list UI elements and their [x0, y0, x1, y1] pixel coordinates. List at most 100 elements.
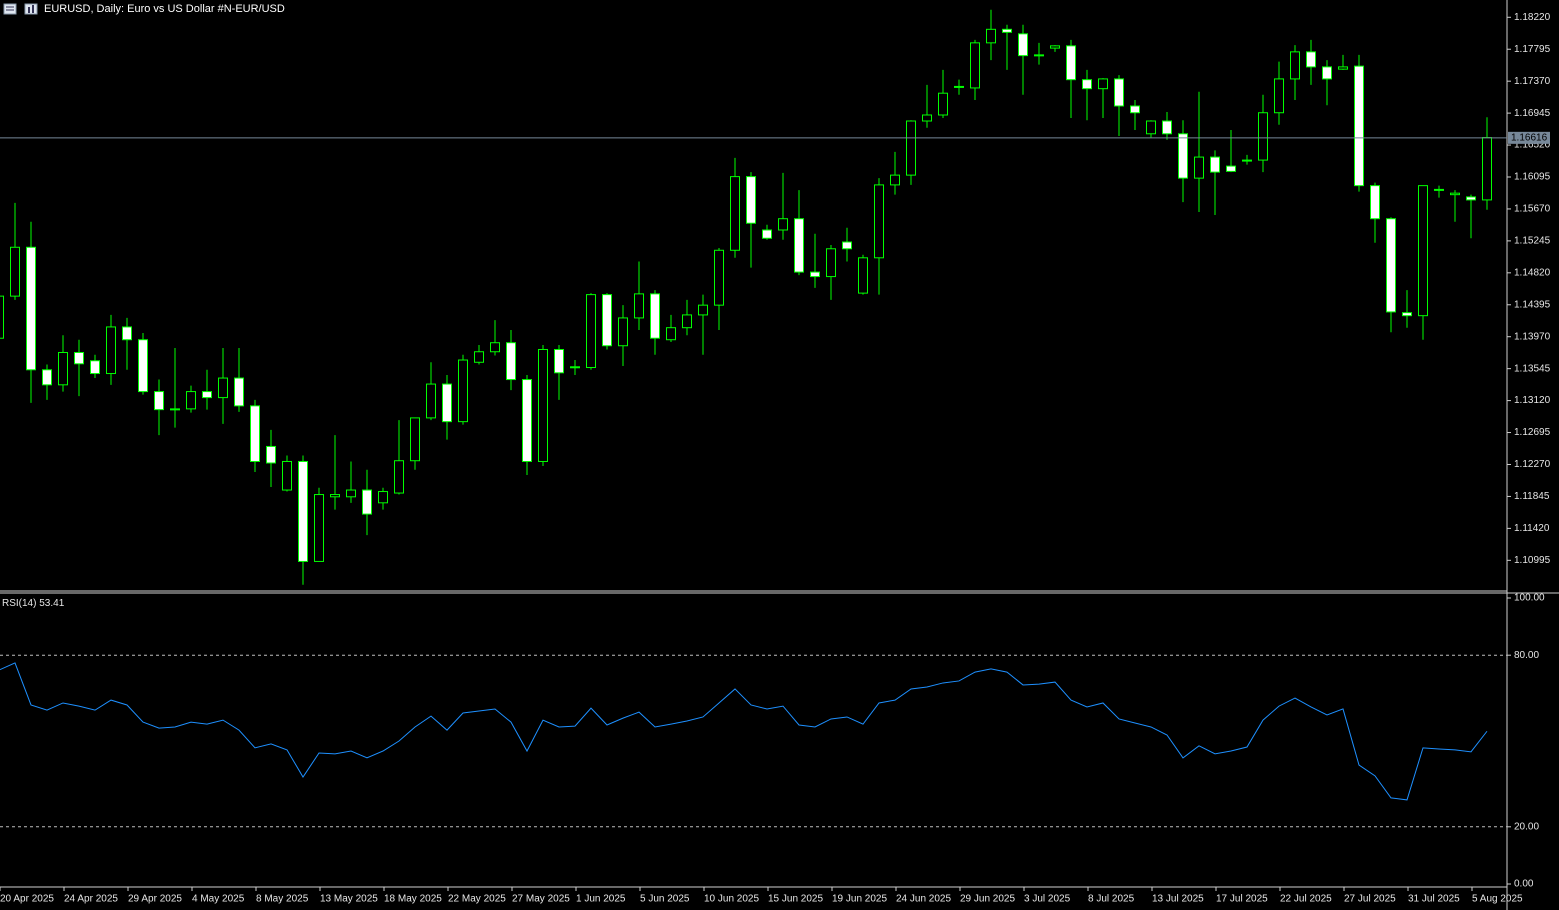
y-tick-label: 1.16945	[1514, 108, 1551, 119]
candle-body	[1178, 133, 1188, 179]
candle-body	[890, 174, 900, 186]
candle-body	[1066, 45, 1076, 81]
candle-body	[1290, 51, 1300, 80]
candle-body	[746, 176, 756, 224]
x-tick-label: 8 May 2025	[256, 894, 309, 905]
candle-body	[1002, 28, 1012, 33]
candle-body	[1130, 105, 1140, 114]
x-tick-label: 31 Jul 2025	[1408, 894, 1460, 905]
candle-body	[1450, 192, 1460, 196]
candle-body	[346, 489, 356, 498]
candle-body	[0, 295, 4, 339]
candle-body	[858, 257, 868, 294]
y-tick-label: 1.12270	[1514, 459, 1551, 470]
y-tick-label: 1.14820	[1514, 267, 1551, 278]
candle-body	[1146, 120, 1156, 135]
candle-body	[1418, 185, 1428, 317]
candle-body	[1082, 79, 1092, 90]
candle-body	[970, 42, 980, 89]
x-tick-label: 13 Jul 2025	[1152, 894, 1204, 905]
x-tick-label: 3 Jul 2025	[1024, 894, 1071, 905]
candle-body	[138, 339, 148, 393]
candle-body	[458, 359, 468, 423]
candle-body	[1338, 66, 1348, 70]
candle-body	[1194, 156, 1204, 179]
y-tick-label: 1.15245	[1514, 236, 1551, 247]
candle-body	[106, 326, 116, 375]
y-tick-label: 1.14395	[1514, 299, 1551, 310]
candle-body	[570, 366, 580, 369]
candle-body	[90, 360, 100, 375]
candle-body	[250, 405, 260, 462]
candle-body	[1482, 137, 1492, 201]
candle-body	[1210, 156, 1220, 173]
x-tick-label: 24 Apr 2025	[64, 894, 118, 905]
candles	[0, 9, 1492, 585]
candle-body	[1466, 196, 1476, 201]
candle-body	[1242, 159, 1252, 162]
candle-body	[1018, 33, 1028, 57]
y-tick-label: 1.17370	[1514, 76, 1551, 87]
candle-body	[266, 445, 276, 464]
candle-body	[1370, 185, 1380, 220]
candle-body	[554, 348, 564, 374]
x-tick-label: 29 Jun 2025	[960, 894, 1015, 905]
candle-body	[1274, 78, 1284, 114]
candle-body	[842, 241, 852, 250]
candle-body	[410, 417, 420, 462]
candle-body	[1434, 188, 1444, 191]
candle-body	[1226, 165, 1236, 172]
y-tick-label: 1.17795	[1514, 44, 1551, 55]
candle-body	[698, 304, 708, 316]
x-tick-label: 22 May 2025	[448, 894, 506, 905]
candle-body	[1258, 112, 1268, 161]
candle-body	[778, 218, 788, 231]
candle-body	[490, 342, 500, 353]
candle-body	[1386, 218, 1396, 313]
y-tick-label: 1.13545	[1514, 363, 1551, 374]
candle-body	[442, 383, 452, 423]
y-tick-label: 1.11420	[1514, 523, 1550, 534]
candle-body	[538, 348, 548, 462]
icon-bar	[32, 5, 34, 13]
x-tick-label: 13 May 2025	[320, 894, 378, 905]
candle-body	[602, 294, 612, 347]
x-tick-label: 27 May 2025	[512, 894, 570, 905]
candle-body	[122, 326, 132, 341]
candle-body	[666, 327, 676, 341]
candle-body	[1114, 78, 1124, 107]
candle-body	[298, 460, 308, 562]
candle-body	[1162, 120, 1172, 135]
candle-body	[10, 246, 20, 297]
x-tick-label: 10 Jun 2025	[704, 894, 759, 905]
icon-bar	[28, 7, 30, 13]
candle-body	[522, 379, 532, 462]
candle-body	[202, 391, 212, 399]
candle-body	[330, 494, 340, 498]
candle-body	[1322, 66, 1332, 80]
candle-body	[1034, 54, 1044, 57]
candle-body	[186, 391, 196, 410]
x-tick-label: 19 Jun 2025	[832, 894, 887, 905]
indicator-value: 53.41	[39, 598, 64, 609]
candle-body	[906, 120, 916, 176]
candle-body	[378, 491, 388, 504]
y-tick-label: 1.15670	[1514, 204, 1551, 215]
icon	[3, 3, 17, 15]
current-price-box	[1508, 131, 1550, 144]
candle-body	[762, 229, 772, 239]
chart-title: EURUSD, Daily: Euro vs US Dollar #N-EUR/…	[44, 3, 285, 15]
candle-body	[618, 317, 628, 347]
x-tick-label: 18 May 2025	[384, 894, 442, 905]
x-tick-label: 5 Aug 2025	[1472, 894, 1523, 905]
y-tick-label: 1.18220	[1514, 12, 1551, 23]
rsi-tick-label: 20.00	[1514, 821, 1539, 832]
candle-body	[170, 408, 180, 411]
candle-body	[26, 246, 36, 371]
y-tick-label: 1.10995	[1514, 555, 1551, 566]
candle-body	[954, 85, 964, 88]
candle-body	[506, 342, 516, 381]
candle-body	[234, 377, 244, 407]
candle-body	[1050, 45, 1060, 49]
